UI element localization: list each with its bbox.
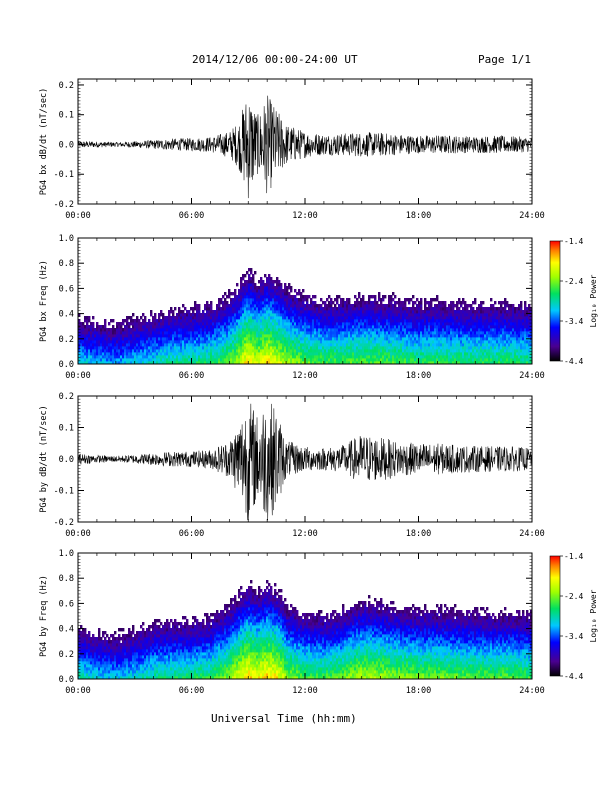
colorbar-tick-label: -3.4: [564, 317, 583, 326]
x-tick-label: 18:00: [406, 371, 432, 381]
x-tick-label: 24:00: [519, 529, 545, 539]
x-tick-label: 00:00: [65, 371, 91, 381]
x-axis-label: Universal Time (hh:mm): [211, 712, 357, 725]
colorbar: [549, 555, 561, 677]
x-tick-label: 24:00: [519, 211, 545, 221]
y-tick-label: 0.6: [59, 599, 74, 609]
y-tick-label: 0.8: [59, 259, 74, 269]
y-tick-label: 0.6: [59, 284, 74, 294]
y-tick-label: 0.0: [59, 140, 74, 150]
y-tick-label: 0.1: [59, 111, 74, 121]
spectrogram: [78, 580, 533, 680]
x-tick-label: 24:00: [519, 686, 545, 696]
x-tick-label: 06:00: [179, 211, 205, 221]
x-tick-label: 18:00: [406, 686, 432, 696]
colorbar-tick-label: -1.4: [564, 237, 583, 246]
page-number: Page 1/1: [478, 53, 531, 66]
y-axis-label: PG4 by dB/dt (nT/sec): [39, 405, 49, 512]
y-tick-label: 0.2: [59, 650, 74, 660]
x-tick-label: 00:00: [65, 529, 91, 539]
x-tick-label: 06:00: [179, 371, 205, 381]
y-tick-label: 0.4: [59, 310, 74, 320]
x-tick-label: 06:00: [179, 686, 205, 696]
x-tick-label: 18:00: [406, 211, 432, 221]
x-tick-label: 00:00: [65, 686, 91, 696]
y-axis-label: PG4 by Freq (Hz): [39, 575, 49, 657]
y-tick-label: 0.0: [59, 360, 74, 370]
x-tick-label: 12:00: [292, 686, 318, 696]
y-tick-label: 1.0: [59, 234, 74, 244]
spectrogram: [78, 268, 533, 365]
y-tick-label: 0.2: [59, 335, 74, 345]
y-tick-label: -0.2: [54, 200, 74, 210]
y-tick-label: 0.0: [59, 455, 74, 465]
colorbar-tick-label: -4.4: [564, 672, 583, 681]
colorbar-label: Log₁₀ Power: [589, 589, 598, 642]
y-tick-label: 0.2: [59, 392, 74, 402]
colorbar-tick-label: -3.4: [564, 632, 583, 641]
series-line: [78, 95, 532, 199]
y-tick-label: -0.1: [54, 487, 74, 497]
y-axis-label: PG4 bx Freq (Hz): [39, 260, 49, 342]
x-tick-label: 12:00: [292, 371, 318, 381]
y-tick-label: 0.8: [59, 574, 74, 584]
x-tick-label: 12:00: [292, 211, 318, 221]
x-tick-label: 18:00: [406, 529, 432, 539]
y-axis-label: PG4 bx dB/dt (nT/sec): [39, 88, 49, 195]
y-tick-label: 0.4: [59, 625, 74, 635]
y-tick-label: 0.1: [59, 424, 74, 434]
y-tick-label: 0.0: [59, 675, 74, 685]
y-tick-label: 0.2: [59, 81, 74, 91]
y-tick-label: -0.1: [54, 170, 74, 180]
x-tick-label: 24:00: [519, 371, 545, 381]
y-tick-label: -0.2: [54, 518, 74, 528]
colorbar-tick-label: -1.4: [564, 552, 583, 561]
figure-title: 2014/12/06 00:00-24:00 UT: [192, 53, 358, 66]
x-tick-label: 12:00: [292, 529, 318, 539]
colorbar-tick-label: -2.4: [564, 277, 583, 286]
colorbar-label: Log₁₀ Power: [589, 274, 598, 327]
colorbar-tick-label: -2.4: [564, 592, 583, 601]
colorbar-tick-label: -4.4: [564, 357, 583, 366]
x-tick-label: 06:00: [179, 529, 205, 539]
x-tick-label: 00:00: [65, 211, 91, 221]
colorbar: [549, 240, 561, 362]
series-line: [78, 403, 532, 521]
y-tick-label: 1.0: [59, 549, 74, 559]
